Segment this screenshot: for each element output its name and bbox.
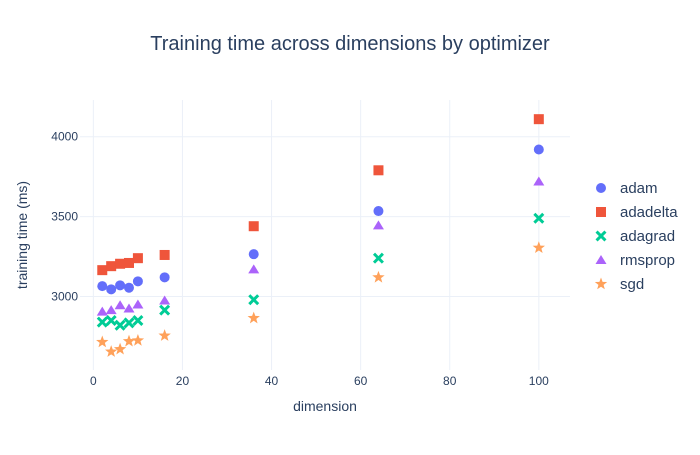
data-point-adadelta xyxy=(132,253,143,264)
data-point-adam xyxy=(159,272,170,283)
data-point-adagrad xyxy=(96,316,108,328)
data-point-rmsprop xyxy=(114,300,126,310)
legend-item-adam[interactable]: adam xyxy=(596,180,658,197)
data-point-sgd xyxy=(532,241,545,254)
legend-item-sgd[interactable]: sgd xyxy=(594,276,644,293)
data-point-adam xyxy=(373,206,384,217)
data-point-adagrad xyxy=(159,304,171,316)
legend-label: adagrad xyxy=(620,228,675,245)
data-point-sgd xyxy=(372,270,385,283)
legend[interactable]: adam adadelta adagrad rmsprop sgd xyxy=(594,180,678,293)
legend-marker-adagrad xyxy=(595,230,607,242)
data-point-rmsprop xyxy=(248,264,260,274)
data-point-rmsprop xyxy=(123,303,135,313)
data-point-sgd xyxy=(158,329,171,341)
legend-label: sgd xyxy=(620,276,644,293)
data-point-rmsprop xyxy=(372,220,384,230)
data-point-rmsprop xyxy=(96,306,108,316)
y-axis-ticks: 3000 3500 4000 xyxy=(51,130,78,304)
data-point-sgd xyxy=(247,311,260,324)
data-point-adadelta xyxy=(124,257,134,268)
data-point-adam xyxy=(533,144,544,155)
data-point-sgd xyxy=(105,345,118,357)
legend-label: adam xyxy=(620,180,658,197)
data-point-adam xyxy=(97,281,108,292)
x-tick-label: 100 xyxy=(529,374,549,388)
y-axis-title: training time (ms) xyxy=(14,181,30,289)
series-adadelta xyxy=(97,114,544,276)
data-point-adam xyxy=(124,282,134,293)
data-point-adadelta xyxy=(115,258,126,269)
legend-item-rmsprop[interactable]: rmsprop xyxy=(595,252,676,269)
data-point-adagrad xyxy=(105,314,117,326)
data-point-adadelta xyxy=(533,114,544,125)
y-tick-label: 3500 xyxy=(51,210,78,224)
data-point-adam xyxy=(132,276,143,287)
data-point-adagrad xyxy=(132,314,144,326)
data-point-sgd xyxy=(96,335,109,348)
chart-title: Training time across dimensions by optim… xyxy=(150,33,550,55)
legend-marker-adadelta xyxy=(596,207,606,217)
data-point-rmsprop xyxy=(132,299,144,309)
x-tick-label: 40 xyxy=(265,374,279,388)
legend-label: rmsprop xyxy=(620,252,675,269)
x-tick-label: 0 xyxy=(90,374,97,388)
series-rmsprop xyxy=(96,176,545,316)
legend-marker-sgd xyxy=(594,277,608,290)
legend-label: adadelta xyxy=(620,204,678,221)
x-tick-label: 60 xyxy=(354,374,368,388)
data-point-adagrad xyxy=(248,294,260,306)
data-point-adagrad xyxy=(533,212,545,224)
x-axis-title: dimension xyxy=(293,398,357,414)
data-point-adadelta xyxy=(373,165,384,176)
data-point-adam xyxy=(248,249,259,260)
data-point-adadelta xyxy=(106,261,117,272)
series-adagrad xyxy=(96,212,545,331)
data-point-adagrad xyxy=(372,252,384,264)
legend-marker-rmsprop xyxy=(595,255,607,264)
series-sgd xyxy=(96,241,545,357)
data-point-rmsprop xyxy=(159,295,171,305)
data-point-adadelta xyxy=(97,265,108,276)
data-point-adadelta xyxy=(248,221,259,232)
data-point-adadelta xyxy=(159,249,170,260)
data-points xyxy=(96,114,545,357)
data-point-sgd xyxy=(131,333,145,346)
data-point-adagrad xyxy=(114,319,126,331)
data-point-sgd xyxy=(122,334,136,347)
legend-item-adagrad[interactable]: adagrad xyxy=(595,228,676,245)
legend-item-adadelta[interactable]: adadelta xyxy=(596,204,678,221)
data-point-adam xyxy=(115,280,126,291)
x-tick-label: 20 xyxy=(176,374,190,388)
data-point-rmsprop xyxy=(533,176,545,186)
y-tick-label: 4000 xyxy=(51,130,78,144)
data-point-rmsprop xyxy=(105,305,117,315)
data-point-sgd xyxy=(113,342,127,355)
legend-marker-adam xyxy=(596,183,606,193)
gridlines xyxy=(80,100,570,370)
data-point-adam xyxy=(106,284,117,295)
y-tick-label: 3000 xyxy=(51,290,78,304)
series-adam xyxy=(97,144,544,295)
x-axis-ticks: 0 20 40 60 80 100 xyxy=(90,374,549,388)
x-tick-label: 80 xyxy=(443,374,457,388)
data-point-adagrad xyxy=(123,317,135,329)
